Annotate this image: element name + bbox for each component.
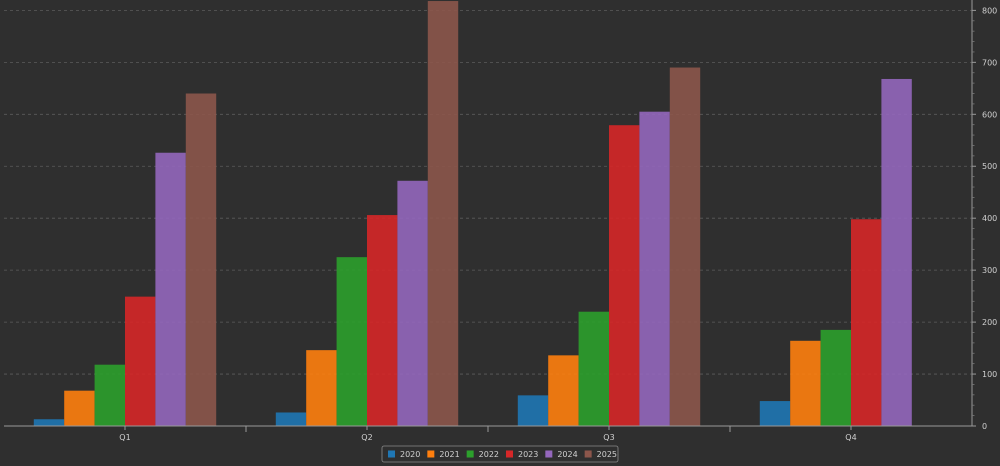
bar-2020-Q3[interactable] <box>517 395 549 426</box>
bar-2023-Q3[interactable] <box>609 125 640 426</box>
bar-2021-Q4[interactable] <box>790 340 821 426</box>
legend-label: 2022 <box>479 450 499 459</box>
bar-2025-Q2[interactable] <box>427 1 459 426</box>
legend-item-2024[interactable]: 2024 <box>545 450 578 459</box>
bar-2024-Q3[interactable] <box>639 111 670 426</box>
y-tick-label: 400 <box>982 214 997 223</box>
legend-swatch <box>584 450 592 458</box>
legend-swatch <box>466 450 474 458</box>
bar-2022-Q2[interactable] <box>336 257 367 426</box>
legend-label: 2020 <box>400 450 420 459</box>
legend-label: 2025 <box>597 450 617 459</box>
bar-2020-Q1[interactable] <box>33 419 65 426</box>
legend-item-2023[interactable]: 2023 <box>506 450 538 459</box>
bars-layer <box>33 1 912 427</box>
bar-2024-Q4[interactable] <box>881 78 912 426</box>
legend: 2020 2021 2022 2023 2024 2025 <box>381 445 619 463</box>
y-tick-label: 800 <box>982 6 997 15</box>
legend-box <box>381 445 619 463</box>
legend-label: 2023 <box>518 450 538 459</box>
bar-2020-Q2[interactable] <box>275 412 307 426</box>
bar-2022-Q1[interactable] <box>94 364 125 426</box>
y-tick-label: 100 <box>982 370 997 379</box>
legend-swatch <box>427 450 435 458</box>
y-tick-label: 300 <box>982 266 997 275</box>
bar-2023-Q2[interactable] <box>367 215 398 426</box>
legend-item-2021[interactable]: 2021 <box>427 450 460 459</box>
legend-item-2025[interactable]: 2025 <box>584 450 617 459</box>
legend-item-2022[interactable]: 2022 <box>466 450 499 459</box>
bar-2021-Q2[interactable] <box>306 350 337 426</box>
bar-2021-Q3[interactable] <box>548 355 579 426</box>
bar-2024-Q2[interactable] <box>397 180 428 426</box>
bar-2021-Q1[interactable] <box>64 390 95 426</box>
x-tick-label: Q3 <box>603 433 614 442</box>
x-tick-label: Q2 <box>361 433 372 442</box>
legend-swatch <box>506 450 513 458</box>
legend-label: 2021 <box>439 450 459 459</box>
y-tick-label: 0 <box>982 422 987 431</box>
bar-2025-Q1[interactable] <box>185 93 217 426</box>
legend-item-2020[interactable]: 2020 <box>388 450 420 459</box>
y-tick-label: 200 <box>982 318 997 327</box>
bar-2022-Q3[interactable] <box>578 311 609 426</box>
legend-label: 2024 <box>557 450 577 459</box>
bar-2024-Q1[interactable] <box>155 152 186 427</box>
legend-swatch <box>388 450 395 458</box>
axes-layer: Q1 Q2 Q3 Q4 0 100 200 300 400 500 600 700 800 <box>4 0 997 442</box>
legend-swatch <box>545 450 553 458</box>
x-tick-label: Q4 <box>845 433 856 442</box>
bar-2023-Q1[interactable] <box>125 296 156 426</box>
bar-2022-Q4[interactable] <box>820 329 851 426</box>
bar-2020-Q4[interactable] <box>759 401 791 426</box>
y-tick-label: 700 <box>982 58 997 67</box>
x-tick-label: Q1 <box>119 433 130 442</box>
y-tick-label: 600 <box>982 110 997 119</box>
bar-2023-Q4[interactable] <box>851 219 882 426</box>
bar-2025-Q3[interactable] <box>669 67 701 426</box>
y-tick-label: 500 <box>982 162 997 171</box>
